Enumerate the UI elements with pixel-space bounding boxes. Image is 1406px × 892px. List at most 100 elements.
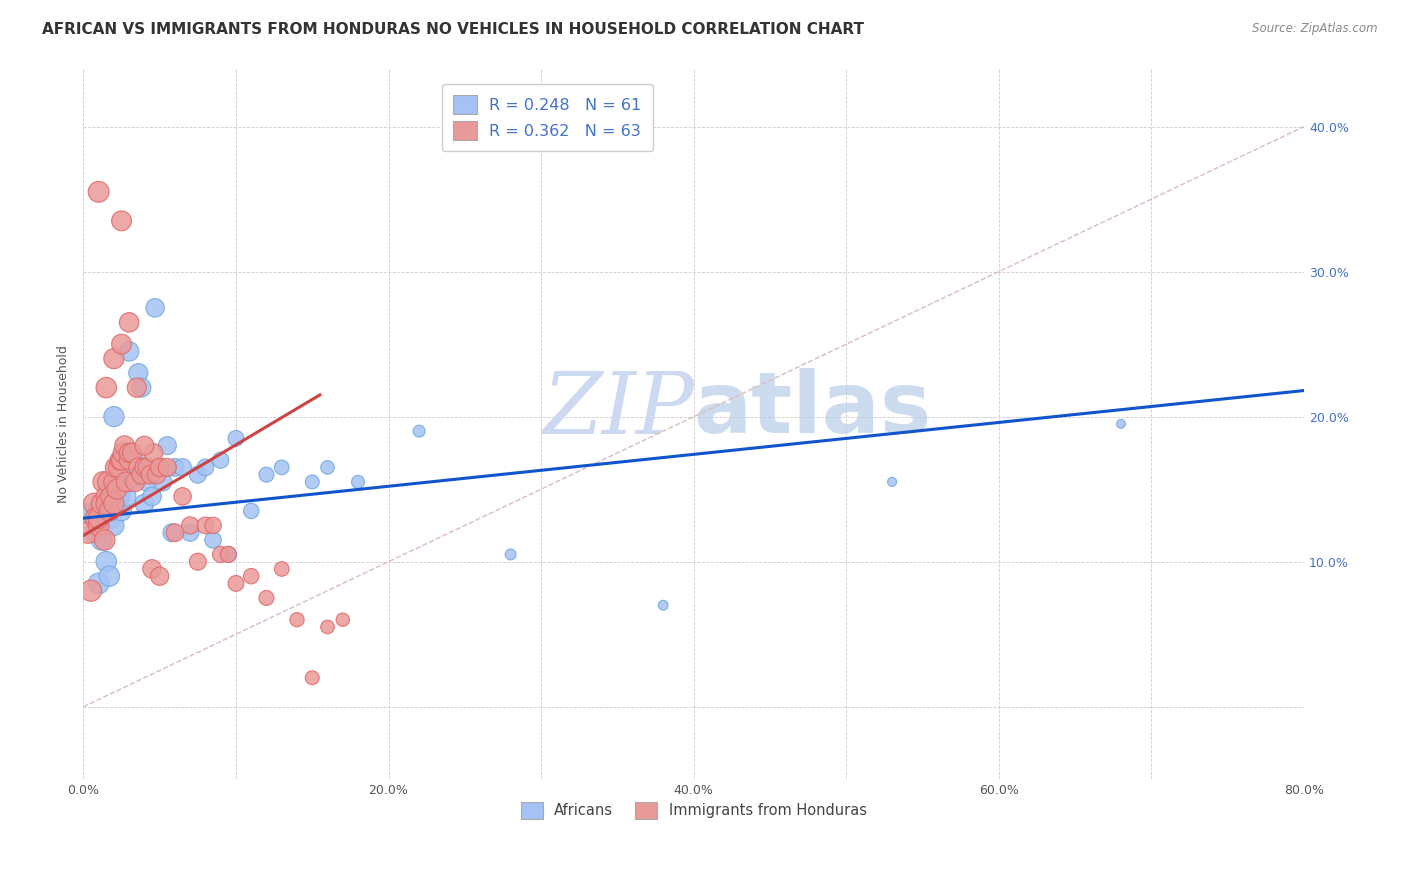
Point: [103, 351, 125, 366]
Point: [112, 453, 135, 467]
Point: [90, 497, 112, 511]
Point: [163, 460, 186, 475]
Point: [652, 598, 675, 612]
Point: [98, 504, 121, 518]
Text: AFRICAN VS IMMIGRANTS FROM HONDURAS NO VEHICLES IN HOUSEHOLD CORRELATION CHART: AFRICAN VS IMMIGRANTS FROM HONDURAS NO V…: [42, 22, 865, 37]
Point: [97, 497, 120, 511]
Point: [285, 613, 308, 627]
Point: [91, 504, 114, 518]
Point: [240, 504, 263, 518]
Point: [194, 518, 217, 533]
Point: [156, 439, 179, 453]
Point: [136, 460, 159, 475]
Point: [114, 475, 136, 489]
Point: [149, 460, 172, 475]
Point: [172, 460, 194, 475]
Point: [108, 490, 131, 504]
Point: [118, 475, 141, 489]
Point: [96, 497, 118, 511]
Text: ZIP: ZIP: [541, 368, 693, 451]
Point: [270, 460, 292, 475]
Point: [103, 475, 125, 489]
Point: [105, 482, 128, 496]
Point: [114, 439, 136, 453]
Point: [316, 620, 339, 634]
Point: [110, 214, 132, 228]
Point: [87, 518, 110, 533]
Point: [179, 518, 201, 533]
Point: [202, 533, 225, 547]
Point: [127, 460, 149, 475]
Point: [149, 569, 172, 583]
Point: [100, 490, 122, 504]
Point: [270, 562, 292, 576]
Point: [139, 467, 162, 482]
Point: [87, 185, 110, 199]
Point: [256, 591, 278, 605]
Point: [152, 475, 174, 489]
Point: [134, 497, 156, 511]
Point: [316, 460, 339, 475]
Point: [118, 315, 141, 329]
Point: [125, 381, 148, 395]
Point: [100, 475, 122, 489]
Point: [217, 548, 239, 562]
Point: [145, 467, 167, 482]
Point: [98, 569, 121, 583]
Point: [122, 467, 145, 482]
Point: [110, 467, 132, 482]
Point: [179, 525, 201, 540]
Point: [90, 533, 112, 547]
Point: [163, 525, 186, 540]
Point: [121, 460, 143, 475]
Point: [110, 337, 132, 351]
Point: [408, 424, 430, 438]
Point: [100, 511, 122, 525]
Point: [96, 504, 118, 518]
Point: [87, 511, 110, 525]
Point: [118, 453, 141, 467]
Point: [112, 446, 135, 460]
Point: [209, 548, 232, 562]
Point: [103, 518, 125, 533]
Point: [347, 475, 370, 489]
Text: atlas: atlas: [693, 368, 932, 451]
Point: [121, 446, 143, 460]
Point: [115, 490, 138, 504]
Point: [880, 475, 903, 489]
Point: [209, 453, 232, 467]
Point: [134, 439, 156, 453]
Point: [225, 431, 247, 445]
Point: [332, 613, 354, 627]
Point: [160, 525, 183, 540]
Point: [83, 497, 105, 511]
Point: [84, 511, 107, 525]
Point: [87, 576, 110, 591]
Point: [134, 460, 156, 475]
Point: [80, 507, 103, 521]
Point: [217, 548, 239, 562]
Point: [136, 475, 159, 489]
Point: [118, 446, 141, 460]
Point: [134, 467, 156, 482]
Point: [80, 583, 103, 598]
Point: [115, 475, 138, 489]
Point: [110, 453, 132, 467]
Point: [240, 569, 263, 583]
Point: [84, 525, 107, 540]
Point: [96, 490, 118, 504]
Point: [142, 446, 165, 460]
Point: [96, 381, 118, 395]
Point: [103, 497, 125, 511]
Point: [124, 475, 146, 489]
Point: [225, 576, 247, 591]
Point: [77, 525, 100, 540]
Point: [118, 446, 141, 460]
Point: [107, 460, 129, 475]
Point: [87, 504, 110, 518]
Point: [127, 366, 149, 380]
Point: [194, 460, 217, 475]
Point: [104, 460, 127, 475]
Point: [187, 555, 209, 569]
Point: [96, 555, 118, 569]
